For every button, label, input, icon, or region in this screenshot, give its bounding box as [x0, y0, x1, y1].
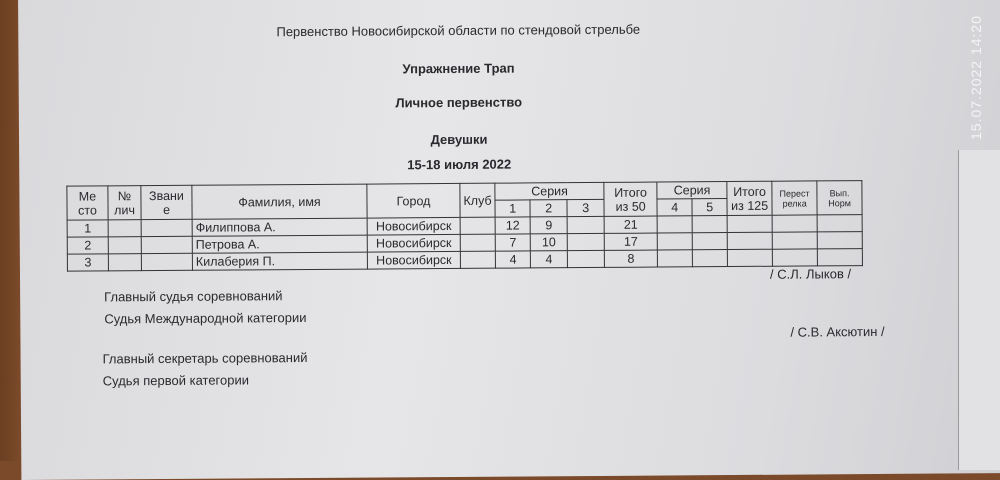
- col-club: Клуб: [459, 183, 496, 218]
- col-s4: 4: [657, 198, 693, 217]
- city: Новосибирск: [367, 217, 461, 236]
- place: 3: [67, 253, 109, 272]
- place: 2: [67, 236, 109, 255]
- total50: 21: [604, 216, 658, 234]
- col-norm: Вып. Норм: [816, 180, 863, 215]
- col-name: Фамилия, имя: [191, 184, 368, 220]
- exercise: Упражнение Трап: [402, 60, 515, 77]
- results-table: Ме сто № лич Звани е Фамилия, имя Город …: [66, 180, 863, 272]
- col-s1: 1: [495, 199, 531, 218]
- s1: 7: [495, 233, 531, 252]
- photo-timestamp: 15.07.2022 14:20: [968, 15, 984, 140]
- judge-name: / С.Л. Лыков /: [769, 266, 852, 282]
- place: 1: [67, 219, 109, 238]
- secretary-name: / С.В. Аксютин /: [790, 323, 885, 340]
- col-number: № лич: [107, 185, 142, 220]
- secretary-category: Судья первой категории: [102, 372, 250, 389]
- s2: 9: [530, 216, 568, 234]
- col-s2: 2: [530, 199, 568, 217]
- name: Килаберия П.: [192, 252, 368, 271]
- col-place: Ме сто: [66, 185, 109, 221]
- total50: 17: [604, 233, 658, 251]
- secretary-title: Главный секретарь соревнований: [102, 349, 308, 367]
- judge-title: Главный судья соревнований: [104, 288, 283, 305]
- city: Новосибирск: [367, 251, 461, 270]
- name: Филиппова А.: [192, 218, 368, 237]
- col-s5: 5: [692, 198, 728, 216]
- header-row: Ме сто № лич Звани е Фамилия, имя Город …: [66, 180, 863, 221]
- col-total125: Итого из 125: [726, 181, 773, 216]
- col-city: Город: [366, 183, 461, 219]
- col-s3: 3: [567, 199, 605, 217]
- col-series: Серия: [494, 182, 605, 201]
- s2: 4: [530, 250, 568, 268]
- name: Петрова А.: [192, 235, 368, 254]
- group: Девушки: [430, 131, 488, 148]
- doc-title: Первенство Новосибирской области по стен…: [276, 21, 641, 40]
- total50: 8: [604, 250, 658, 268]
- col-series2: Серия: [656, 181, 728, 200]
- dates: 15-18 июля 2022: [407, 156, 512, 173]
- category: Личное первенство: [395, 94, 523, 111]
- document-page: Первенство Новосибирской области по стен…: [18, 0, 1000, 480]
- s2: 10: [530, 233, 568, 251]
- s1: 4: [495, 250, 531, 269]
- col-shootoff: Перест релка: [771, 180, 818, 216]
- col-rank: Звани е: [140, 185, 193, 220]
- city: Новосибирск: [367, 234, 461, 253]
- col-total50: Итого из 50: [603, 182, 658, 217]
- s1: 12: [495, 216, 531, 235]
- underlying-page: [958, 150, 1000, 470]
- judge-category: Судья Международной категории: [104, 309, 307, 327]
